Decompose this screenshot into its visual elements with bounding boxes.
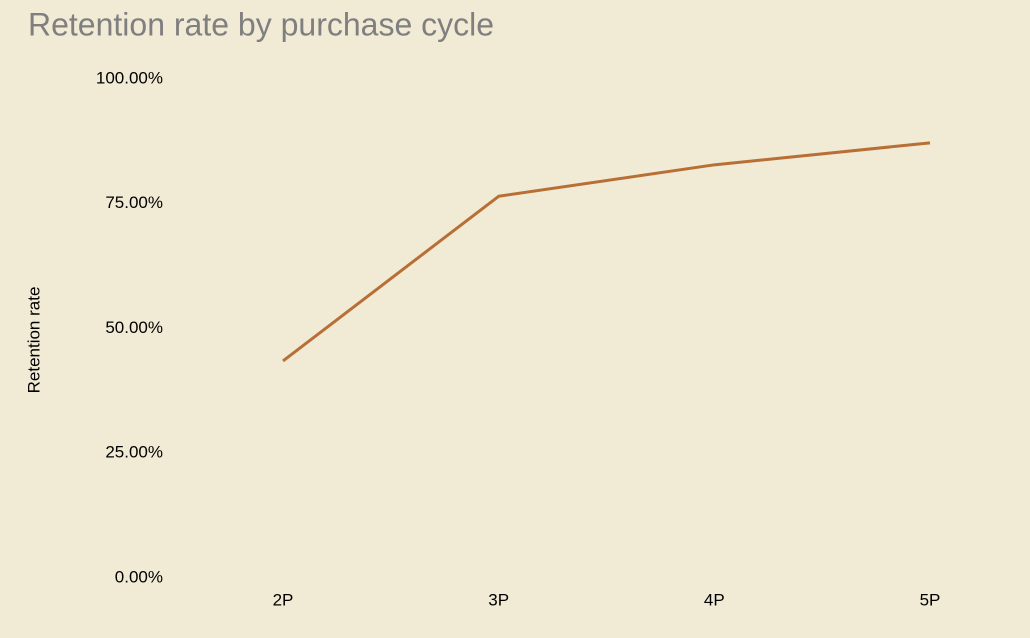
y-tick-label: 0.00% — [115, 567, 163, 586]
chart-title: Retention rate by purchase cycle — [28, 6, 494, 42]
y-tick-label: 100.00% — [96, 68, 163, 87]
line-series — [282, 141, 931, 363]
x-tick-label: 5P — [920, 590, 941, 609]
y-tick-label: 25.00% — [105, 443, 163, 462]
x-tick-label: 2P — [273, 590, 294, 609]
y-tick-label: 50.00% — [105, 318, 163, 337]
y-tick-label: 75.00% — [105, 193, 163, 212]
x-tick-label: 3P — [488, 590, 509, 609]
x-tick-label: 4P — [704, 590, 725, 609]
y-axis-label: Retention rate — [24, 287, 43, 394]
